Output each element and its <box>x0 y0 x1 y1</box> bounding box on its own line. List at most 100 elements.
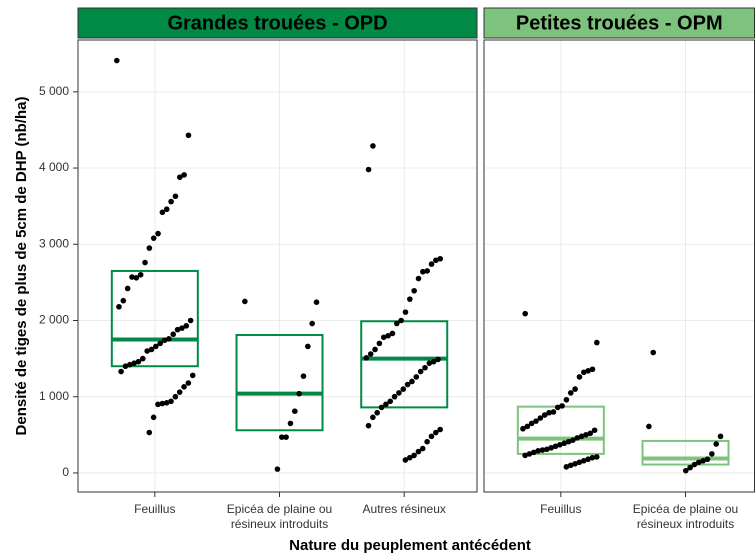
point <box>535 448 541 454</box>
point <box>576 374 583 380</box>
point <box>682 467 689 474</box>
point <box>176 389 183 395</box>
y-tick-label: 1 000 <box>39 389 69 403</box>
point <box>687 464 693 471</box>
point <box>650 349 657 356</box>
point <box>374 409 380 416</box>
point <box>396 390 402 396</box>
point <box>383 401 389 408</box>
point <box>417 368 424 375</box>
point <box>370 414 376 421</box>
point <box>274 466 281 472</box>
point <box>704 456 711 463</box>
point <box>428 433 435 440</box>
y-tick-label: 3 000 <box>39 236 69 250</box>
point <box>572 460 578 467</box>
point <box>155 230 161 237</box>
point <box>541 412 548 418</box>
point <box>398 317 404 324</box>
point <box>278 434 285 440</box>
point <box>168 198 174 205</box>
point <box>372 346 378 353</box>
point <box>170 331 177 338</box>
point <box>563 464 570 470</box>
x-tick-label: Autres résineux <box>362 502 446 516</box>
point <box>430 358 437 365</box>
strip-title: Petites trouées - OPM <box>516 12 723 34</box>
point <box>376 340 383 347</box>
point <box>530 449 537 456</box>
y-tick-label: 5 000 <box>39 84 69 98</box>
point <box>576 459 583 466</box>
point <box>389 330 396 337</box>
point <box>185 132 192 139</box>
point <box>150 414 157 421</box>
x-tick-label: Feuillus <box>540 502 582 516</box>
point <box>142 259 148 266</box>
point <box>580 457 587 464</box>
point <box>567 462 574 469</box>
point <box>413 374 420 380</box>
point <box>539 447 546 453</box>
point <box>309 320 315 327</box>
point <box>700 457 706 464</box>
point <box>591 427 598 434</box>
point <box>544 446 550 453</box>
point <box>179 325 185 331</box>
y-axis-title: Densité de tiges de plus de 5cm de DHP (… <box>13 97 30 436</box>
point <box>176 174 183 181</box>
point <box>146 245 153 251</box>
box <box>360 320 449 409</box>
point <box>691 461 698 468</box>
point <box>572 386 578 392</box>
point <box>313 299 320 306</box>
box <box>110 269 199 368</box>
point <box>587 430 594 437</box>
point <box>415 448 422 455</box>
point <box>411 452 417 459</box>
point <box>148 346 155 353</box>
point <box>581 369 587 376</box>
point <box>437 255 444 262</box>
point <box>585 368 591 374</box>
point <box>174 326 181 333</box>
point <box>172 393 179 400</box>
point <box>407 296 413 302</box>
point <box>409 378 415 385</box>
point <box>155 401 161 408</box>
point <box>559 403 565 409</box>
point <box>546 409 552 416</box>
point <box>159 400 166 407</box>
point <box>380 334 387 341</box>
box <box>235 333 324 432</box>
point <box>150 235 157 241</box>
point <box>187 317 194 324</box>
point <box>433 429 439 436</box>
point <box>422 364 428 371</box>
point <box>585 456 591 463</box>
point <box>589 366 596 373</box>
point <box>696 459 702 466</box>
point <box>557 441 563 448</box>
point <box>533 418 539 424</box>
x-axis-title: Nature du peuplement antécédent <box>289 537 531 554</box>
point <box>363 355 370 361</box>
point <box>181 384 187 390</box>
point <box>124 285 131 292</box>
point <box>166 335 172 342</box>
point <box>404 381 411 388</box>
panel-border <box>77 39 478 493</box>
point <box>400 386 407 392</box>
strip <box>77 7 478 39</box>
point <box>578 433 585 440</box>
point <box>550 409 557 415</box>
point <box>411 287 417 294</box>
point <box>709 451 715 457</box>
point <box>159 209 166 216</box>
point <box>133 275 140 281</box>
point <box>561 440 568 447</box>
point <box>402 457 409 463</box>
point <box>428 261 435 267</box>
point <box>114 57 120 64</box>
point <box>433 257 439 264</box>
